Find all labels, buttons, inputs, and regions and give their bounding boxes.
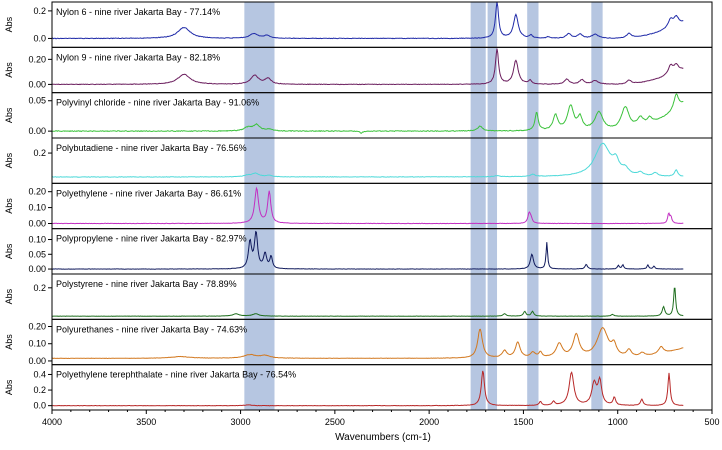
spectrum-panel-8: Polyurethanes - nine river Jakarta Bay -… bbox=[4, 322, 684, 366]
highlight-band-5 bbox=[591, 2, 603, 410]
x-tick-label: 2500 bbox=[325, 417, 345, 427]
spectrum-panel-6: Polypropylene - nine river Jakarta Bay -… bbox=[4, 230, 684, 274]
x-axis-label: Wavenumbers (cm-1) bbox=[335, 432, 431, 443]
y-tick-label: 0.2 bbox=[33, 148, 46, 158]
y-tick-label: 0.10 bbox=[28, 339, 46, 349]
x-tick-label: 4000 bbox=[42, 417, 62, 427]
spectrum-line bbox=[52, 287, 684, 317]
y-axis-label: Abs bbox=[4, 198, 14, 214]
panel-title: Polyethylene terephthalate - nine river … bbox=[56, 370, 296, 380]
x-tick-label: 3500 bbox=[136, 417, 156, 427]
highlight-band-2 bbox=[470, 2, 486, 410]
panel-title: Polyurethanes - nine river Jakarta Bay -… bbox=[56, 324, 247, 334]
y-axis-label: Abs bbox=[4, 62, 14, 78]
x-tick-label: 500 bbox=[704, 417, 719, 427]
panel-title: Polyvinyl chloride - nine river Jakarta … bbox=[56, 98, 259, 108]
spectrum-line bbox=[52, 370, 684, 407]
spectrum-panel-2: Nylon 9 - nine river Jakarta Bay - 82.18… bbox=[4, 48, 684, 89]
spectrum-panel-4: Polybutadiene - nine river Jakarta Bay -… bbox=[4, 142, 684, 178]
spectrum-panel-3: Polyvinyl chloride - nine river Jakarta … bbox=[4, 93, 684, 136]
spectrum-panel-7: Polystyrene - nine river Jakarta Bay - 7… bbox=[4, 279, 684, 317]
y-tick-label: 0.00 bbox=[28, 356, 46, 366]
spectrum-panel-1: Nylon 6 - nine river Jakarta Bay - 77.14… bbox=[4, 2, 684, 43]
y-axis-label: Abs bbox=[4, 288, 14, 304]
spectrum-panel-9: Polyethylene terephthalate - nine river … bbox=[4, 369, 684, 411]
spectrum-panel-5: Polyethylene - nine river Jakarta Bay - … bbox=[4, 186, 684, 228]
y-tick-label: 0.20 bbox=[28, 322, 46, 332]
y-tick-label: 0.2 bbox=[33, 385, 46, 395]
panel-title: Nylon 9 - nine river Jakarta Bay - 82.18… bbox=[56, 52, 220, 62]
spectrum-line bbox=[51, 93, 684, 134]
y-tick-label: 0.10 bbox=[28, 203, 46, 213]
y-tick-label: 0.2 bbox=[33, 283, 46, 293]
spectrum-line bbox=[51, 186, 684, 225]
y-axis-label: Abs bbox=[4, 107, 14, 123]
y-tick-label: 0.10 bbox=[28, 235, 46, 245]
spectrum-line bbox=[51, 142, 684, 178]
y-tick-label: 0.00 bbox=[28, 218, 46, 228]
y-tick-label: 0.00 bbox=[28, 126, 46, 136]
y-tick-label: 0.05 bbox=[28, 249, 46, 259]
y-tick-label: 0.4 bbox=[33, 369, 46, 379]
highlight-bands bbox=[244, 2, 603, 410]
x-tick-label: 1000 bbox=[608, 417, 628, 427]
panel-title: Polystyrene - nine river Jakarta Bay - 7… bbox=[56, 279, 237, 289]
y-axis-label: Abs bbox=[4, 16, 14, 32]
y-tick-label: 0.20 bbox=[28, 187, 46, 197]
highlight-band-3 bbox=[487, 2, 498, 410]
spectrum-line bbox=[51, 327, 684, 360]
y-tick-label: 0.00 bbox=[28, 79, 46, 89]
y-axis-label: Abs bbox=[4, 243, 14, 259]
panel-frame bbox=[51, 364, 713, 411]
x-axis: 4000 3500 3000 2500 2000 1500 1000 500 bbox=[42, 410, 720, 427]
spectrum-line bbox=[52, 48, 684, 86]
highlight-band-4 bbox=[527, 2, 539, 410]
y-tick-label: 0.2 bbox=[33, 6, 46, 16]
spectra-panels: Nylon 6 - nine river Jakarta Bay - 77.14… bbox=[4, 2, 684, 411]
plot-frame bbox=[51, 1, 713, 411]
panel-title: Polyethylene - nine river Jakarta Bay - … bbox=[56, 188, 241, 198]
x-tick-label: 2000 bbox=[419, 417, 439, 427]
y-axis-label: Abs bbox=[4, 379, 14, 395]
y-tick-label: 0.0 bbox=[33, 33, 46, 43]
y-axis-label: Abs bbox=[4, 152, 14, 168]
panel-title: Polypropylene - nine river Jakarta Bay -… bbox=[56, 234, 247, 244]
x-tick-label: 1500 bbox=[513, 417, 533, 427]
y-tick-label: 0.20 bbox=[28, 54, 46, 64]
y-axis-label: Abs bbox=[4, 334, 14, 350]
y-tick-label: 0.0 bbox=[33, 401, 46, 411]
spectrum-line bbox=[51, 2, 684, 40]
y-tick-label: 0.00 bbox=[28, 264, 46, 274]
panel-title: Polybutadiene - nine river Jakarta Bay -… bbox=[56, 143, 247, 153]
y-tick-label: 0.05 bbox=[28, 96, 46, 106]
x-tick-label: 3000 bbox=[231, 417, 251, 427]
spectrum-line bbox=[51, 230, 684, 270]
panel-title: Nylon 6 - nine river Jakarta Bay - 77.14… bbox=[56, 7, 220, 17]
